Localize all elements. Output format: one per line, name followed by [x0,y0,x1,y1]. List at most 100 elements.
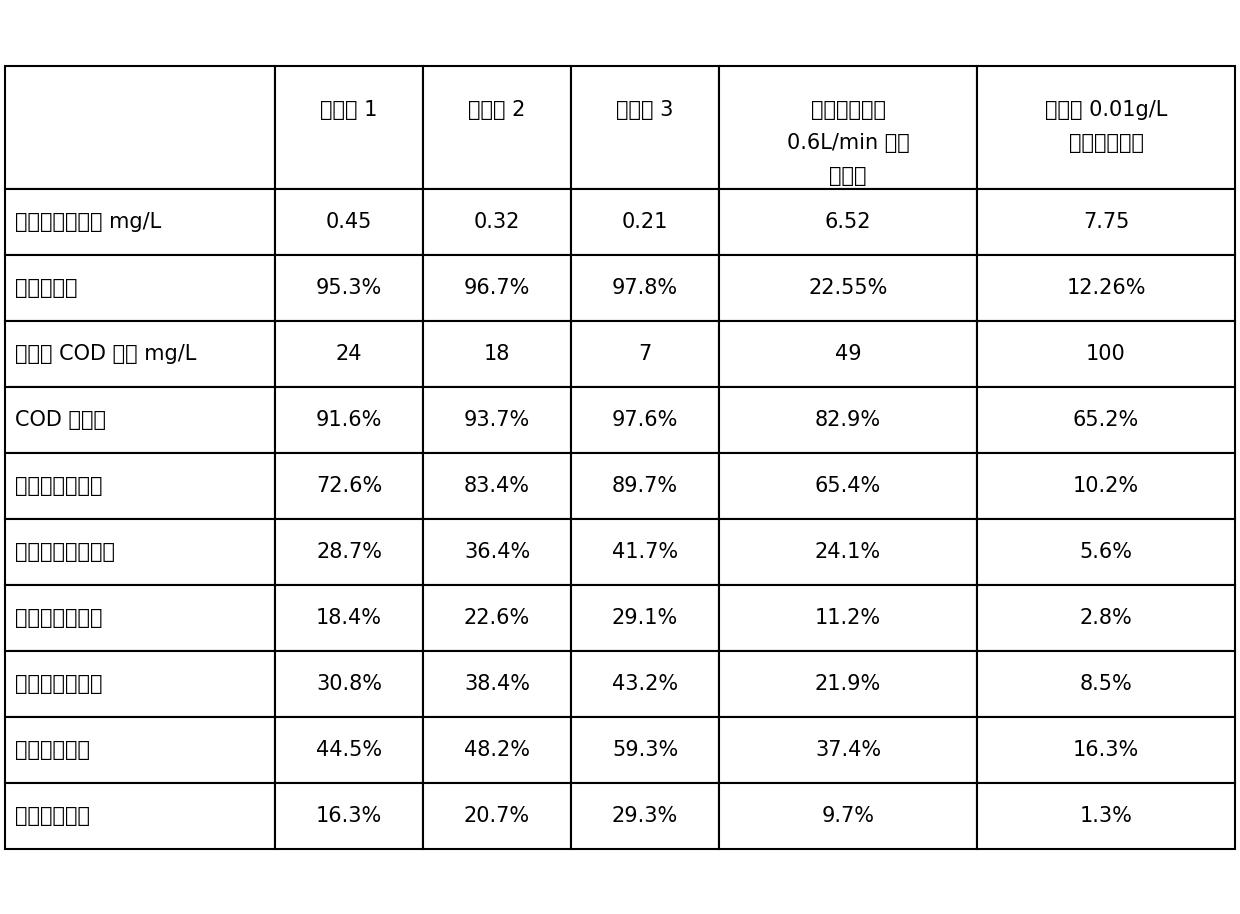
Text: 83.4%: 83.4% [464,475,529,495]
Text: 氨氮降解率: 氨氮降解率 [15,278,77,297]
Text: 89.7%: 89.7% [611,475,678,495]
Text: 100: 100 [1086,344,1126,364]
Bar [570,518,719,584]
Bar [719,188,977,254]
Bar [719,651,977,717]
Bar [423,518,570,584]
Bar [5,321,275,387]
Text: 7: 7 [639,344,652,364]
Bar [5,254,275,321]
Bar [570,387,719,452]
Bar [423,387,570,452]
Text: 30.8%: 30.8% [316,674,382,694]
Text: 97.6%: 97.6% [611,409,678,430]
Bar [423,584,570,651]
Bar [977,584,1235,651]
Bar [570,651,719,717]
Text: 65.4%: 65.4% [815,475,882,495]
Text: 37.4%: 37.4% [815,739,882,760]
Text: 65.2%: 65.2% [1073,409,1140,430]
Bar [719,782,977,848]
Bar [570,717,719,782]
Text: 7.75: 7.75 [1083,211,1130,231]
Bar [423,254,570,321]
Bar [977,254,1235,321]
Bar [423,188,570,254]
Text: COD 降解率: COD 降解率 [15,409,105,430]
Text: 49: 49 [835,344,862,364]
Text: 22.55%: 22.55% [808,278,888,297]
Text: 16.3%: 16.3% [1073,739,1140,760]
Text: 二氧化鍶去除率: 二氧化鍶去除率 [15,674,103,694]
Text: 21.9%: 21.9% [815,674,882,694]
Text: 38.4%: 38.4% [464,674,529,694]
Text: 氧化铝去除率: 氧化铝去除率 [15,739,91,760]
Text: 1.3%: 1.3% [1080,805,1132,825]
Text: 9.7%: 9.7% [821,805,874,825]
Bar [570,584,719,651]
Text: 0.21: 0.21 [621,211,668,231]
Bar [977,321,1235,387]
Text: 处理后 COD 含量 mg/L: 处理后 COD 含量 mg/L [15,344,196,364]
Bar [423,782,570,848]
Bar [5,584,275,651]
Text: 20.7%: 20.7% [464,805,529,825]
Text: 2.8%: 2.8% [1080,608,1132,628]
Bar [5,452,275,518]
Bar [719,717,977,782]
Text: 12.26%: 12.26% [1066,278,1146,297]
Text: 48.2%: 48.2% [464,739,529,760]
Text: 93.7%: 93.7% [464,409,531,430]
Bar [5,66,275,188]
Bar [977,782,1235,848]
Text: 44.5%: 44.5% [316,739,382,760]
Bar [5,782,275,848]
Text: 59.3%: 59.3% [611,739,678,760]
Text: 22.6%: 22.6% [464,608,531,628]
Text: 二氧化锄去除率: 二氧化锄去除率 [15,475,103,495]
Text: 三氧化锄去除率: 三氧化锄去除率 [15,608,103,628]
Bar [719,66,977,188]
Text: 18.4%: 18.4% [316,608,382,628]
Text: 仅添加 0.01g/L
的过氧化处理: 仅添加 0.01g/L 的过氧化处理 [1045,100,1167,153]
Text: 72.6%: 72.6% [316,475,382,495]
Text: 6.52: 6.52 [825,211,872,231]
Bar [977,188,1235,254]
Text: 28.7%: 28.7% [316,541,382,561]
Bar [570,188,719,254]
Bar [570,254,719,321]
Bar [275,651,423,717]
Bar [423,717,570,782]
Bar [5,518,275,584]
Text: 10.2%: 10.2% [1073,475,1140,495]
Text: 实施例 3: 实施例 3 [616,100,673,120]
Text: 29.1%: 29.1% [611,608,678,628]
Bar [977,452,1235,518]
Bar [423,66,570,188]
Text: 仅用通气量为
0.6L/min 的臭
氧处理: 仅用通气量为 0.6L/min 的臭 氧处理 [786,100,909,186]
Bar [275,584,423,651]
Text: 95.3%: 95.3% [316,278,382,297]
Bar [719,321,977,387]
Text: 24.1%: 24.1% [815,541,882,561]
Text: 91.6%: 91.6% [316,409,382,430]
Text: 16.3%: 16.3% [316,805,382,825]
Text: 实施例 2: 实施例 2 [469,100,526,120]
Text: 0.45: 0.45 [326,211,372,231]
Bar [275,782,423,848]
Bar [977,717,1235,782]
Bar [275,188,423,254]
Text: 8.5%: 8.5% [1080,674,1132,694]
Text: 36.4%: 36.4% [464,541,531,561]
Bar [423,321,570,387]
Bar [719,452,977,518]
Text: 处理后氨氮含量 mg/L: 处理后氨氮含量 mg/L [15,211,161,231]
Bar [275,321,423,387]
Bar [5,387,275,452]
Bar [5,188,275,254]
Bar [977,66,1235,188]
Bar [275,387,423,452]
Text: 43.2%: 43.2% [611,674,678,694]
Text: 96.7%: 96.7% [464,278,531,297]
Text: 24: 24 [336,344,362,364]
